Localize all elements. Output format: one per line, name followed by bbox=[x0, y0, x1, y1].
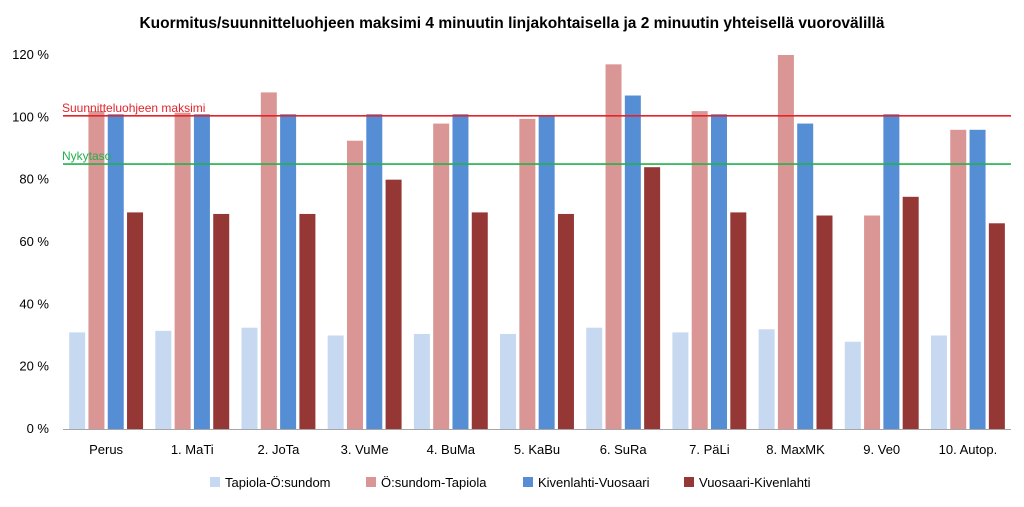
x-category-label: 3. VuMe bbox=[341, 442, 389, 457]
y-tick-label: 120 % bbox=[12, 47, 49, 62]
bar bbox=[299, 213, 316, 429]
bar bbox=[797, 123, 814, 430]
bar bbox=[864, 215, 881, 429]
bar bbox=[844, 341, 861, 429]
bar bbox=[969, 129, 986, 430]
bar bbox=[950, 129, 967, 430]
x-category-label: 10. Autop. bbox=[939, 442, 998, 457]
bar bbox=[327, 335, 344, 429]
bar bbox=[644, 167, 661, 429]
x-category-label: 9. Ve0 bbox=[863, 442, 900, 457]
y-tick-label: 20 % bbox=[19, 359, 49, 374]
bar-series-group bbox=[69, 55, 1005, 430]
x-category-label: 8. MaxMK bbox=[766, 442, 825, 457]
bar bbox=[883, 114, 900, 429]
y-tick-label: 0 % bbox=[27, 421, 50, 436]
bar bbox=[213, 213, 230, 429]
legend-swatch bbox=[210, 477, 220, 487]
chart-title: Kuormitus/suunnitteluohjeen maksimi 4 mi… bbox=[139, 15, 884, 32]
bar bbox=[500, 333, 517, 429]
reference-line-label: Suunnitteluohjeen maksimi bbox=[62, 101, 205, 115]
bar bbox=[538, 115, 555, 430]
x-category-label: Perus bbox=[89, 442, 123, 457]
legend-label: Tapiola-Ö:sundom bbox=[225, 475, 331, 490]
reference-line-label: Nykytaso bbox=[62, 149, 112, 163]
x-category-label: 6. SuRa bbox=[600, 442, 648, 457]
bar bbox=[260, 92, 277, 430]
bar bbox=[241, 327, 258, 429]
bar bbox=[586, 327, 603, 429]
bar bbox=[519, 118, 536, 430]
bar bbox=[471, 212, 488, 429]
y-tick-label: 60 % bbox=[19, 234, 49, 249]
bar bbox=[605, 64, 622, 429]
y-tick-label: 100 % bbox=[12, 109, 49, 124]
legend-label: Vuosaari-Kivenlahti bbox=[699, 475, 811, 490]
bar bbox=[174, 112, 191, 430]
legend-label: Kivenlahti-Vuosaari bbox=[538, 475, 650, 490]
y-axis-ticks: 0 % 20 % 40 % 60 % 80 % 100 % 120 % bbox=[12, 47, 49, 436]
bar bbox=[155, 330, 172, 429]
bar bbox=[624, 95, 641, 430]
bar bbox=[280, 114, 297, 429]
x-category-label: 1. MaTi bbox=[171, 442, 214, 457]
bar bbox=[816, 215, 833, 429]
bar bbox=[711, 114, 728, 429]
bar bbox=[127, 212, 144, 429]
bar bbox=[69, 332, 86, 429]
legend-swatch bbox=[684, 477, 694, 487]
bar bbox=[557, 213, 574, 429]
bar bbox=[452, 114, 469, 429]
x-category-label: 7. PäLi bbox=[689, 442, 730, 457]
reference-lines: Suunnitteluohjeen maksimi Nykytaso bbox=[62, 101, 1011, 165]
x-category-label: 2. JoTa bbox=[257, 442, 300, 457]
legend-swatch bbox=[366, 477, 376, 487]
bar bbox=[413, 333, 430, 429]
x-axis-categories: Perus 1. MaTi 2. JoTa 3. VuMe 4. BuMa 5. KaBu… bbox=[89, 442, 997, 457]
bar bbox=[672, 332, 689, 429]
bar bbox=[777, 55, 794, 429]
bar bbox=[385, 179, 402, 429]
y-tick-label: 40 % bbox=[19, 296, 49, 311]
bar bbox=[433, 123, 450, 430]
y-tick-label: 80 % bbox=[19, 172, 49, 187]
legend: Tapiola-Ö:sundom Ö:sundom-Tapiola Kivenlah… bbox=[210, 475, 811, 490]
bar bbox=[193, 114, 210, 429]
bar bbox=[988, 223, 1005, 429]
legend-swatch bbox=[523, 477, 533, 487]
x-category-label: 4. BuMa bbox=[427, 442, 476, 457]
bar bbox=[691, 111, 708, 429]
bar bbox=[930, 335, 947, 429]
bar bbox=[902, 196, 919, 429]
bar bbox=[366, 114, 383, 429]
x-category-label: 5. KaBu bbox=[514, 442, 560, 457]
bar bbox=[88, 111, 105, 429]
bar bbox=[730, 212, 747, 429]
bar bbox=[346, 140, 363, 430]
bar bbox=[758, 329, 775, 429]
bar bbox=[107, 114, 124, 429]
legend-label: Ö:sundom-Tapiola bbox=[381, 475, 487, 490]
